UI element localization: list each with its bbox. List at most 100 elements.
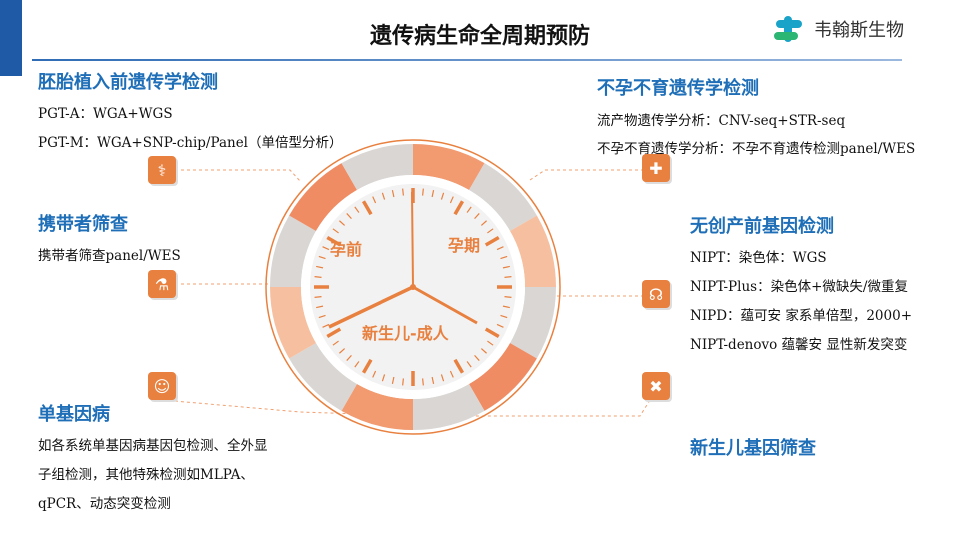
clock-tick <box>314 296 322 298</box>
nipt-line: NIPT：染色体：WGS <box>690 250 827 266</box>
clock-tick <box>431 190 435 198</box>
clock-tick <box>354 206 360 213</box>
clock-tick <box>484 235 500 247</box>
infertility-title: 不孕不育遗传学检测 <box>597 78 759 99</box>
clock-tick <box>422 188 424 196</box>
infertility-line: 流产物遗传学分析：CNV-seq+STR-seq <box>597 113 846 129</box>
outer-ring <box>265 139 561 435</box>
clock-tick <box>466 361 472 368</box>
clock-tick <box>453 358 465 374</box>
clock-tick <box>480 220 487 226</box>
clock-tick <box>484 327 500 339</box>
monogenic-title: 单基因病 <box>38 404 110 425</box>
photo-segment <box>341 144 413 191</box>
clock-tick <box>391 190 395 198</box>
logo-icon <box>770 12 808 46</box>
clock-tick <box>440 374 445 382</box>
accent-bar <box>0 0 22 76</box>
clock-tick <box>372 196 377 204</box>
clock-tick <box>372 370 377 378</box>
nipt-line: NIPT-Plus：染色体+微缺失/微重复 <box>690 279 908 295</box>
clock-tick <box>487 340 494 346</box>
clock-tick <box>474 354 480 361</box>
photo-segment <box>469 163 537 231</box>
clock-tick <box>504 296 512 298</box>
monogenic-line: 如各系统单基因病基因包检测、全外显 <box>38 438 268 454</box>
carrier-title: 携带者筛查 <box>38 214 128 235</box>
ring-segment <box>469 343 537 411</box>
clock-tick <box>391 376 395 384</box>
connector-line <box>455 399 651 417</box>
clock-tick <box>496 323 504 328</box>
clock-label-pregnancy: 孕期 <box>448 236 481 255</box>
clock-tick <box>502 265 510 269</box>
clock-tick <box>431 376 435 384</box>
nipt-line: NIPT-denovo 蕴馨安 显性新发突变 <box>690 337 908 353</box>
clock-center <box>410 284 416 290</box>
clock-hand <box>328 285 414 329</box>
clock-tick <box>326 235 342 247</box>
monogenic-line: qPCR、动态突变检测 <box>38 496 171 512</box>
dna-icon: ⚕ <box>148 156 176 184</box>
carrier-line: 携带者筛查panel/WES <box>38 248 181 264</box>
nipt-title: 无创产前基因检测 <box>690 216 834 237</box>
clock-tick <box>361 358 373 374</box>
clock-tick <box>346 213 352 220</box>
ring-segment <box>341 383 413 430</box>
ring-segment <box>413 144 485 191</box>
clock-tick <box>449 196 454 204</box>
clock-tick <box>361 200 373 216</box>
clock-tick <box>322 246 330 251</box>
infertility-line: 不孕不育遗传学分析：不孕不育遗传检测panel/WES <box>597 141 916 157</box>
ring-segment <box>289 163 357 231</box>
stethoscope-icon: ☊ <box>642 280 670 308</box>
clock-tick <box>502 305 510 309</box>
clock-tick <box>316 305 324 309</box>
clock-tick <box>402 378 404 386</box>
doctor-icon: ☺ <box>148 372 176 400</box>
divider <box>32 59 902 61</box>
monogenic-line: 子组检测，其他特殊检测如MLPA、 <box>38 467 254 483</box>
clock-label-pre: 孕前 <box>330 240 363 259</box>
clock-tick <box>496 246 504 251</box>
clock-tick <box>500 314 508 319</box>
clock-tick <box>354 361 360 368</box>
clock-tick <box>318 255 326 260</box>
clock-tick <box>326 327 342 339</box>
logo: 韦翰斯生物 <box>770 12 904 46</box>
photo-segment <box>270 215 317 287</box>
clock-tick <box>316 265 324 269</box>
bandage-icon: ✖ <box>642 372 670 400</box>
clock-tick <box>453 200 465 216</box>
clock-tick <box>402 188 404 196</box>
medical-kit-icon: ✚ <box>642 154 670 182</box>
clock-tick <box>504 276 512 278</box>
pgt-line: PGT-A：WGA+WGS <box>38 106 173 122</box>
clock-tick <box>487 228 494 234</box>
photo-segment <box>289 343 357 411</box>
clock-label-newborn: 新生儿-成人 <box>362 324 449 343</box>
logo-text: 韦翰斯生物 <box>814 20 904 41</box>
clock-tick <box>339 348 346 354</box>
clock-tick <box>332 228 339 234</box>
clock-tick <box>381 192 386 200</box>
clock-tick <box>381 374 386 382</box>
flask-icon: ⚗ <box>148 270 176 298</box>
nipt-line: NIPD：蕴可安 家系单倍型，2000+ <box>690 308 913 324</box>
pgt-line: PGT-M：WGA+SNP-chip/Panel（单倍型分析） <box>38 135 343 151</box>
clock-tick <box>449 370 454 378</box>
clock-tick <box>346 354 352 361</box>
ring-segment <box>270 287 317 359</box>
clock-tick <box>500 255 508 260</box>
clock-hand <box>412 285 478 325</box>
clock-tick <box>322 323 330 328</box>
clock-tick <box>314 276 322 278</box>
connector-line <box>529 169 650 181</box>
clock-hand <box>411 191 414 288</box>
clock-tick <box>422 378 424 386</box>
clock-tick <box>318 314 326 319</box>
ring-segment <box>509 215 556 287</box>
photo-segment <box>413 383 485 430</box>
clock-tick <box>440 192 445 200</box>
